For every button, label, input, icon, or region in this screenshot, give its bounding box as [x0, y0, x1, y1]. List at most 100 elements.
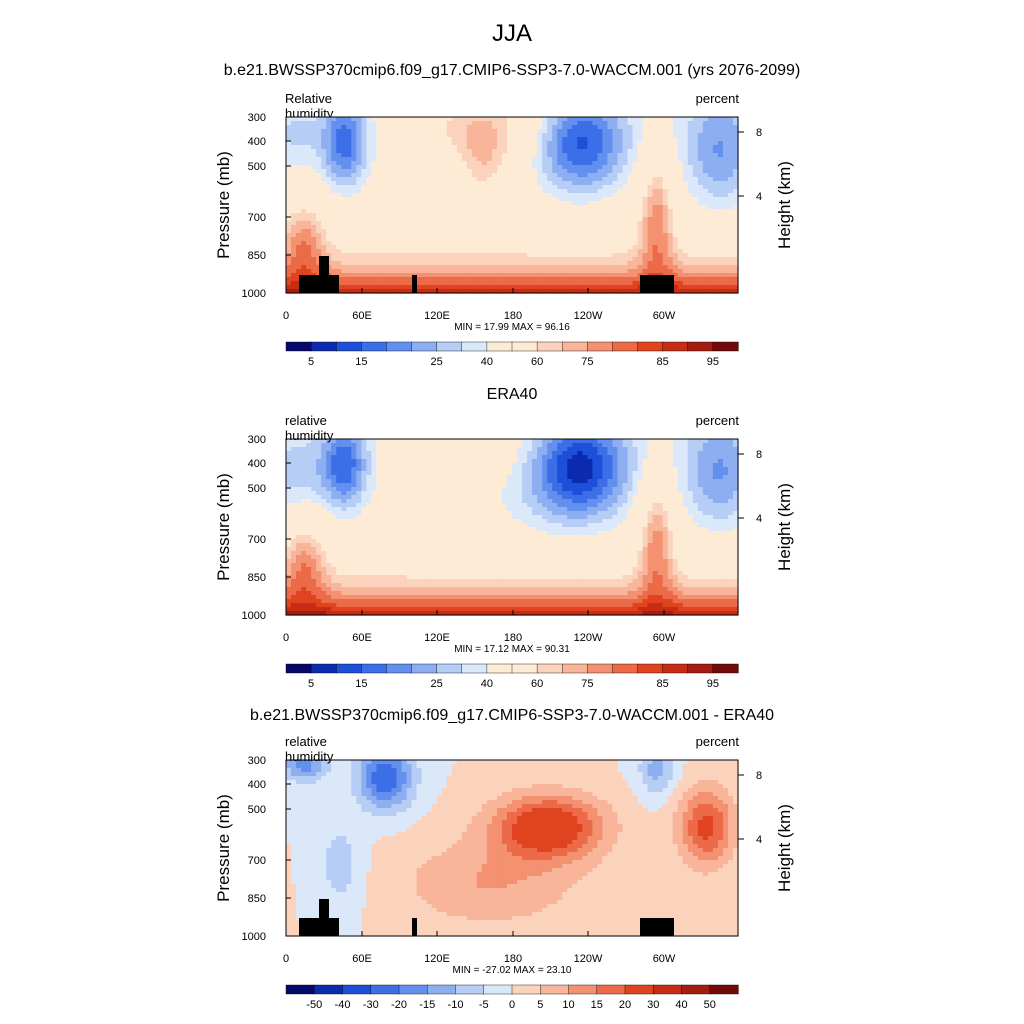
x-tick-label: 60E: [352, 632, 372, 644]
x-tick-label: 60E: [352, 953, 372, 965]
height-axis-title: Height (km): [775, 161, 794, 249]
colorbar-label: 95: [707, 356, 719, 368]
colorbar-box: [637, 663, 664, 674]
y-tick-label: 400: [248, 136, 266, 148]
colorbar-box: [511, 663, 538, 674]
colorbar-box: [587, 341, 614, 352]
colorbar-label: 15: [355, 678, 367, 690]
panel3-min-max: MIN = -27.02 MAX = 23.10: [452, 965, 572, 976]
colorbar-box: [455, 984, 485, 995]
colorbar-box: [285, 341, 312, 352]
topography-block: [412, 275, 417, 293]
x-tick-label: 120E: [424, 953, 450, 965]
colorbar-label: 0: [509, 999, 515, 1011]
y-tick-label: 300: [248, 755, 266, 767]
colorbar-label: -20: [391, 999, 407, 1011]
colorbar-box: [687, 663, 714, 674]
colorbar-box: [398, 984, 428, 995]
colorbar-1: [285, 341, 739, 352]
topography-mask-1: [299, 256, 674, 293]
colorbar-label: 75: [581, 678, 593, 690]
colorbar-label: 60: [531, 356, 543, 368]
colorbar-box: [662, 663, 689, 674]
colorbar-box: [536, 341, 563, 352]
x-tick-label: 180: [504, 310, 522, 322]
topography-block: [640, 275, 674, 293]
colorbar-box: [427, 984, 457, 995]
colorbar-box: [285, 663, 312, 674]
y-tick-label: 300: [248, 434, 266, 446]
height-tick-label: 8: [756, 127, 762, 139]
y-tick-label: 1000: [242, 288, 266, 300]
colorbar-label: 15: [591, 999, 603, 1011]
y-tick-label: 500: [248, 483, 266, 495]
colorbar-box: [310, 663, 337, 674]
topography-block: [640, 918, 674, 936]
contour-field-3: [286, 760, 739, 937]
colorbar-box: [310, 341, 337, 352]
colorbar-2: [285, 663, 739, 674]
colorbar-box: [386, 341, 413, 352]
colorbar-box: [681, 984, 711, 995]
y-tick-label: 850: [248, 893, 266, 905]
panel1-min-max: MIN = 17.99 MAX = 96.16: [454, 322, 570, 333]
colorbar-box: [596, 984, 626, 995]
x-tick-label: 120W: [574, 632, 603, 644]
colorbar-label: 25: [431, 678, 443, 690]
colorbar-label: 40: [675, 999, 687, 1011]
figure-subtitle: b.e21.BWSSP370cmip6.f09_g17.CMIP6-SSP3-7…: [223, 62, 801, 79]
colorbar-label: 5: [308, 356, 314, 368]
colorbar-3: [285, 984, 739, 995]
panel2-units-label: percent: [695, 413, 739, 428]
colorbar-box: [662, 341, 689, 352]
height-tick-label: 8: [756, 770, 762, 782]
colorbar-box: [483, 984, 513, 995]
colorbar-box: [411, 341, 438, 352]
colorbar-label: -30: [363, 999, 379, 1011]
x-tick-label: 60W: [653, 310, 676, 322]
x-tick-label: 120W: [574, 953, 603, 965]
colorbar-box: [568, 984, 598, 995]
colorbar-box: [653, 984, 683, 995]
height-tick-label: 4: [756, 191, 762, 203]
plot-frame-2: [285, 438, 739, 616]
contour-field-2: [286, 439, 739, 616]
colorbar-label: 50: [704, 999, 716, 1011]
colorbar-label: -50: [306, 999, 322, 1011]
height-axis-title: Height (km): [775, 483, 794, 571]
colorbar-box: [370, 984, 400, 995]
colorbar-label: 40: [481, 356, 493, 368]
colorbar-box: [461, 663, 488, 674]
y-tick-label: 700: [248, 855, 266, 867]
y-tick-label: 1000: [242, 610, 266, 622]
colorbar-box: [285, 984, 315, 995]
contour-field-1: [286, 117, 739, 294]
colorbar-box: [612, 341, 639, 352]
colorbar-box: [511, 984, 541, 995]
panel2-left-label: relative humidity: [285, 413, 334, 443]
colorbar-box: [486, 341, 513, 352]
colorbar-box: [562, 341, 588, 352]
colorbar-box: [336, 663, 362, 674]
colorbar-label: 40: [481, 678, 493, 690]
y-tick-label: 850: [248, 250, 266, 262]
colorbar-label: 85: [657, 678, 669, 690]
y-tick-label: 700: [248, 534, 266, 546]
plot-frame-3: [285, 759, 739, 937]
topography-mask-3: [299, 899, 674, 936]
colorbar-box: [361, 341, 388, 352]
colorbar-box: [687, 341, 714, 352]
colorbar-box: [411, 663, 438, 674]
height-tick-label: 4: [756, 513, 762, 525]
panel3-units-label: percent: [695, 734, 739, 749]
height-tick-label: 4: [756, 834, 762, 846]
colorbar-label: 85: [657, 356, 669, 368]
x-tick-label: 60W: [653, 953, 676, 965]
x-tick-label: 0: [283, 310, 289, 322]
panel3-title: b.e21.BWSSP370cmip6.f09_g17.CMIP6-SSP3-7…: [249, 707, 775, 724]
colorbar-box: [436, 663, 463, 674]
colorbar-box: [587, 663, 614, 674]
colorbar-label: 75: [581, 356, 593, 368]
colorbar-box: [336, 341, 362, 352]
panel2-title: ERA40: [486, 386, 538, 403]
